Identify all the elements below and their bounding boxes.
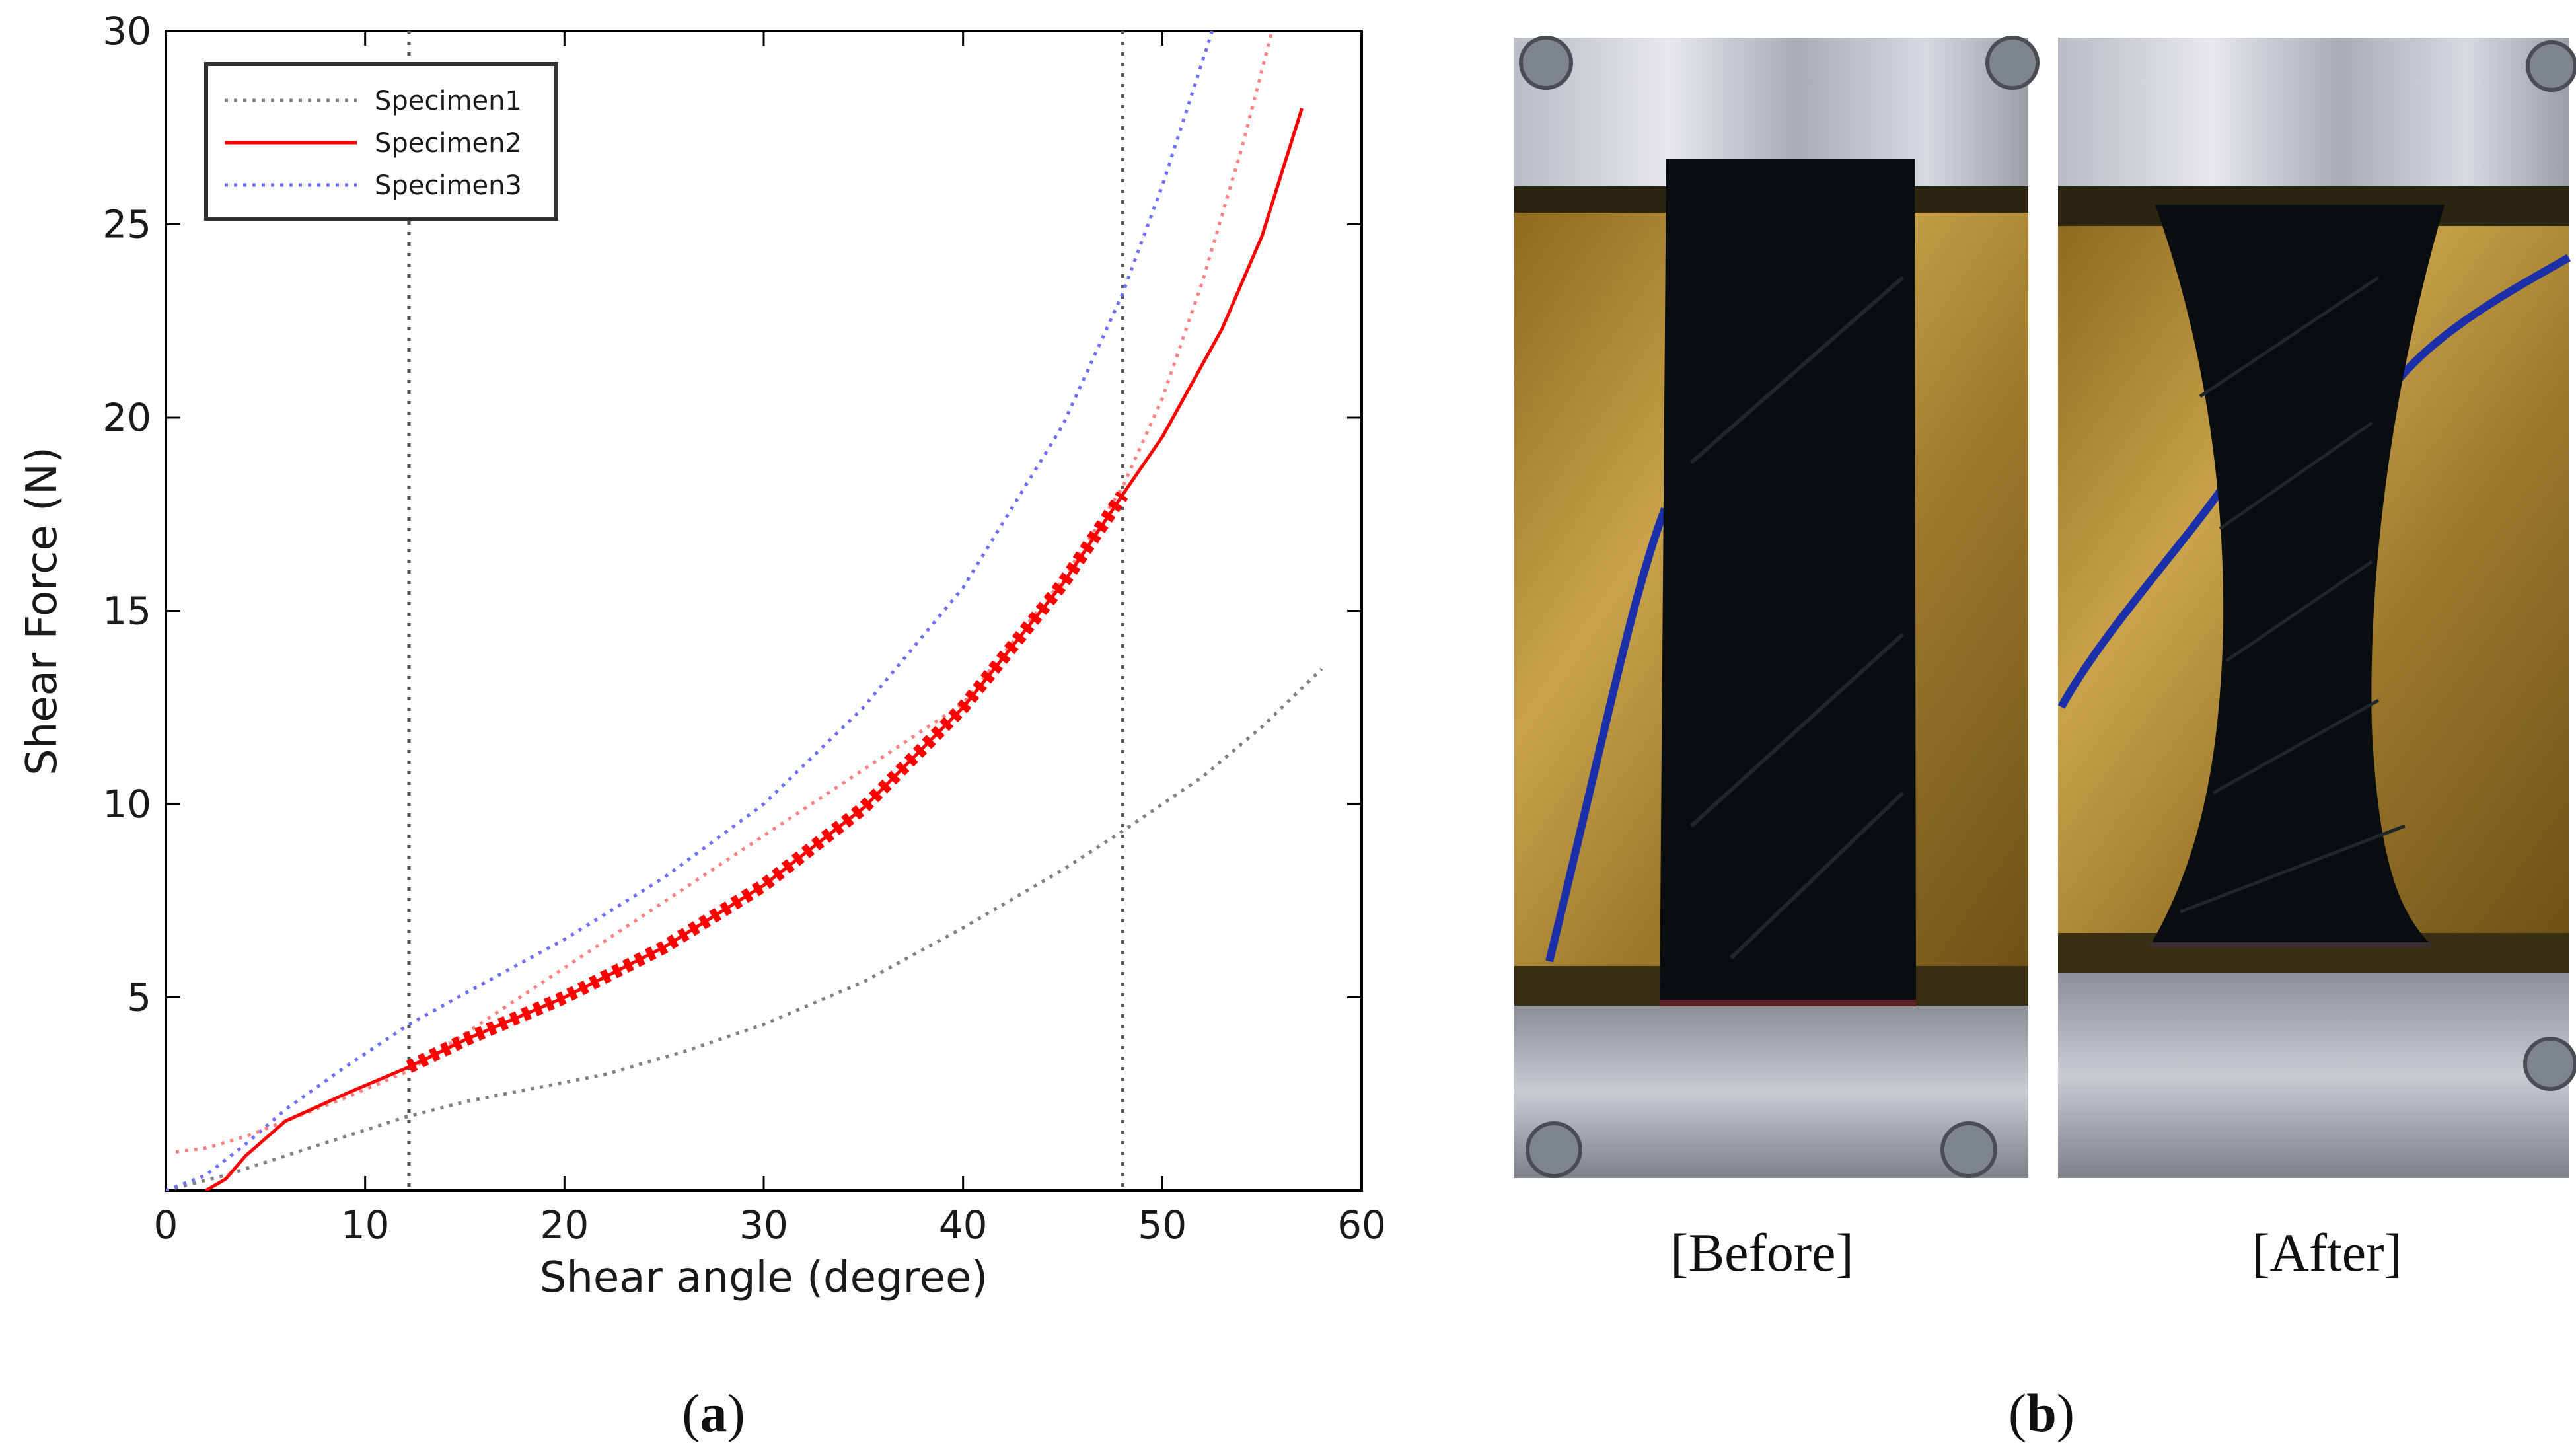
x-tick-label: 20 xyxy=(540,1203,589,1247)
x-tick-label: 30 xyxy=(739,1203,788,1247)
panel-label-a: (a) xyxy=(682,1383,745,1443)
reference-lines xyxy=(407,31,1124,1191)
legend: Specimen1 Specimen2 Specimen3 xyxy=(204,62,558,221)
y-tick-label: 25 xyxy=(102,202,151,247)
caption-before: [Before] xyxy=(1670,1222,1854,1282)
plot-area xyxy=(165,30,1363,1192)
y-tick-label: 15 xyxy=(102,589,151,634)
x-tick-label: 40 xyxy=(939,1203,988,1247)
panel-label-b: (b) xyxy=(2008,1383,2075,1443)
photo-before xyxy=(1514,36,2040,1178)
blue-wire xyxy=(1545,507,1669,963)
y-tick-label: 20 xyxy=(102,395,151,440)
specimen-sheen xyxy=(1689,276,1905,960)
shear-force-chart: 0 10 20 30 40 50 60 5 10 15 20 25 30 Shear angle (de… xyxy=(18,9,1386,1302)
y-tick-label: 5 xyxy=(127,975,151,1020)
top-clamp-after xyxy=(2058,38,2569,186)
caption-after: [After] xyxy=(2252,1222,2402,1282)
axis-ticks: 0 10 20 30 40 50 60 5 10 15 20 25 30 xyxy=(102,9,1386,1247)
legend-label-specimen2: Specimen2 xyxy=(375,128,522,159)
x-axis-title: Shear angle (degree) xyxy=(540,1253,988,1302)
clamp-bolt-icon xyxy=(2526,40,2576,92)
specimen-after xyxy=(2151,205,2445,945)
photo-after xyxy=(2057,38,2576,1178)
clamp-bolt-icon xyxy=(1526,1121,1582,1178)
y-tick-label: 10 xyxy=(102,782,151,827)
clamp-bolt-icon xyxy=(1985,36,2040,90)
x-tick-label: 10 xyxy=(341,1203,390,1247)
legend-label-specimen3: Specimen3 xyxy=(375,170,522,201)
clamp-bolt-icon xyxy=(1940,1121,1997,1178)
x-tick-label: 60 xyxy=(1337,1203,1386,1247)
series-layer xyxy=(166,31,1323,1191)
bottom-clamp-after xyxy=(2058,973,2569,1178)
clamp-bolt-icon xyxy=(1519,36,1573,90)
x-tick-label: 0 xyxy=(154,1203,178,1247)
y-axis-title: Shear Force (N) xyxy=(18,447,67,776)
specimen-texture xyxy=(2180,276,2406,914)
clamp-bolt-icon xyxy=(2523,1037,2576,1091)
x-tick-label: 50 xyxy=(1138,1203,1187,1247)
legend-label-specimen1: Specimen1 xyxy=(375,86,522,116)
specimen-before xyxy=(1660,159,1916,1001)
series-line-specimen1 xyxy=(166,667,1323,1191)
y-tick-label: 30 xyxy=(102,9,151,54)
